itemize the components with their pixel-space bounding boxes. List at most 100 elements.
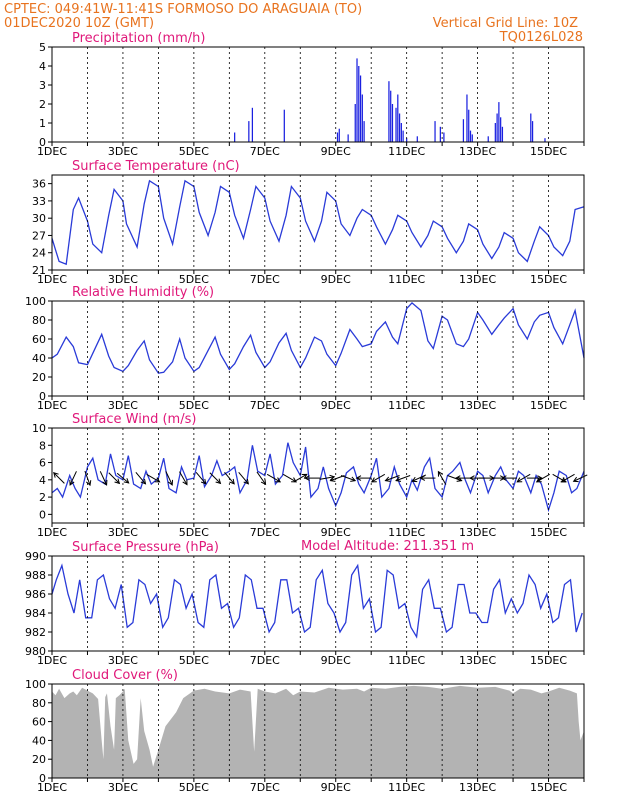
temp-frame [51, 174, 585, 271]
wind-arrow-shaft [165, 471, 173, 486]
wind-arrow-head [114, 478, 121, 485]
wind-arrow-head [355, 475, 362, 481]
precip-bar [462, 119, 465, 142]
wind-arrow-shaft [209, 472, 221, 484]
cloud-xtick-label: 1DEC [37, 781, 67, 794]
wind-arrow [500, 475, 518, 481]
cloud-area [52, 685, 584, 778]
cloud-xtick-label: 15DEC [530, 781, 567, 794]
wind-arrow-shaft [195, 472, 207, 485]
pres-xtick-label: 11DEC [388, 654, 425, 667]
precip-bar [234, 132, 236, 142]
wind-arrow-head [329, 476, 336, 482]
temp-xtick-label: 7DEC [250, 273, 280, 286]
wind-arrow-head [260, 479, 267, 486]
precip-bar [390, 90, 392, 142]
wind-arrow-shaft [99, 471, 108, 486]
rh-ytick-label: 60 [32, 333, 46, 346]
precip-bar [500, 117, 502, 142]
wind-arrow [195, 472, 207, 485]
temp-xtick-label: 1DEC [37, 273, 67, 286]
precip-bar [469, 130, 472, 142]
wind-arrow-head [53, 472, 59, 478]
wind-arrow-head [154, 477, 161, 483]
wind-arrow [535, 473, 550, 483]
wind-arrow-head [85, 480, 92, 487]
rh-xtick-label: 5DEC [179, 399, 209, 412]
cloud-frame [51, 683, 585, 779]
wind-arrow-shaft [516, 473, 531, 483]
wind-arrow [209, 472, 222, 485]
precip-ytick-label: 3 [39, 79, 46, 92]
temp-line [51, 179, 585, 266]
wind-xtick-label: 11DEC [388, 526, 425, 539]
precip-xtick-label: 1DEC [37, 145, 67, 158]
wind-arrow [179, 471, 188, 486]
pres-title: Surface Pressure (hPa) [72, 540, 219, 555]
wind-arrow [282, 473, 298, 483]
precip-xtick-label: 9DEC [321, 145, 351, 158]
cloud-panel: Cloud Cover (%) 0 20 40 60 80 100 1DEC 3DEC 5DEC 7… [25, 668, 585, 794]
wind-xtick-label: 15DEC [530, 526, 567, 539]
temp-ytick-label: 33 [32, 195, 46, 208]
precip-bar [416, 136, 418, 142]
wind-xtick-label: 3DEC [108, 526, 138, 539]
wind-arrow-head [572, 476, 579, 483]
precip-bar [248, 121, 250, 142]
precip-bar [494, 123, 496, 142]
wind-arrow-shaft [371, 473, 386, 483]
pres-xtick-label: 13DEC [459, 654, 496, 667]
precip-bar [361, 94, 363, 142]
precip-ytick-label: 2 [39, 98, 46, 111]
wind-arrow-shaft [561, 473, 575, 483]
wind-ytick-label: 10 [32, 422, 46, 435]
wind-arrow [304, 475, 321, 481]
rh-panel: Relative Humidity (%) 0 20 40 60 80 100 1DEC 3DE… [25, 285, 585, 412]
precip-xtick-label: 15DEC [530, 145, 567, 158]
wind-arrow-head [516, 477, 523, 483]
wind-arrow [108, 472, 121, 485]
precip-bar [363, 121, 365, 142]
temp-xtick-label: 3DEC [108, 273, 138, 286]
pres-xtick-label: 9DEC [321, 654, 351, 667]
wind-arrow [572, 474, 588, 483]
pres-xtick-label: 1DEC [37, 654, 67, 667]
pres-ytick-label: 984 [25, 607, 46, 620]
wind-arrow-shaft [135, 472, 146, 485]
precip-bar [359, 75, 362, 142]
wind-arrow-shaft [536, 473, 550, 483]
precip-bar [498, 102, 500, 142]
wind-arrow-shaft [146, 473, 160, 483]
temp-ytick-label: 27 [32, 229, 46, 242]
wind-arrow-head [437, 470, 443, 477]
wind-arrow-shaft [340, 475, 356, 482]
precip-bar [347, 134, 349, 142]
precip-bar [356, 58, 358, 142]
cloud-xtick-label: 9DEC [321, 781, 351, 794]
wind-panel: Surface Wind (m/s) 0 2 4 6 8 10 1DEC 3DEC 5DEC 7DE… [32, 412, 588, 539]
wind-arrow-head [419, 475, 426, 481]
wind-arrow [69, 471, 77, 486]
rh-xtick-label: 9DEC [321, 399, 351, 412]
wind-arrow-shaft [108, 472, 120, 484]
cloud-ytick-label: 100 [25, 678, 46, 691]
wind-arrow-head [560, 477, 567, 483]
cloud-ytick-label: 80 [32, 697, 46, 710]
rh-xtick-label: 13DEC [459, 399, 496, 412]
precip-bar [530, 113, 532, 142]
wind-arrow [266, 473, 282, 483]
wind-frame [51, 427, 585, 524]
rh-frame [51, 300, 585, 397]
run-date: 01DEC2020 10Z (GMT) [4, 16, 154, 31]
wind-arrow-shaft [385, 475, 400, 482]
temp-xtick-label: 15DEC [530, 273, 567, 286]
cloud-xtick-label: 7DEC [250, 781, 280, 794]
wind-arrow [419, 475, 436, 481]
wind-arrow-head [301, 473, 308, 479]
precip-bar [283, 109, 285, 142]
precip-bar [388, 81, 390, 142]
wind-xtick-label: 7DEC [250, 526, 280, 539]
wind-arrow-head [384, 476, 391, 482]
wind-arrow [135, 472, 147, 485]
